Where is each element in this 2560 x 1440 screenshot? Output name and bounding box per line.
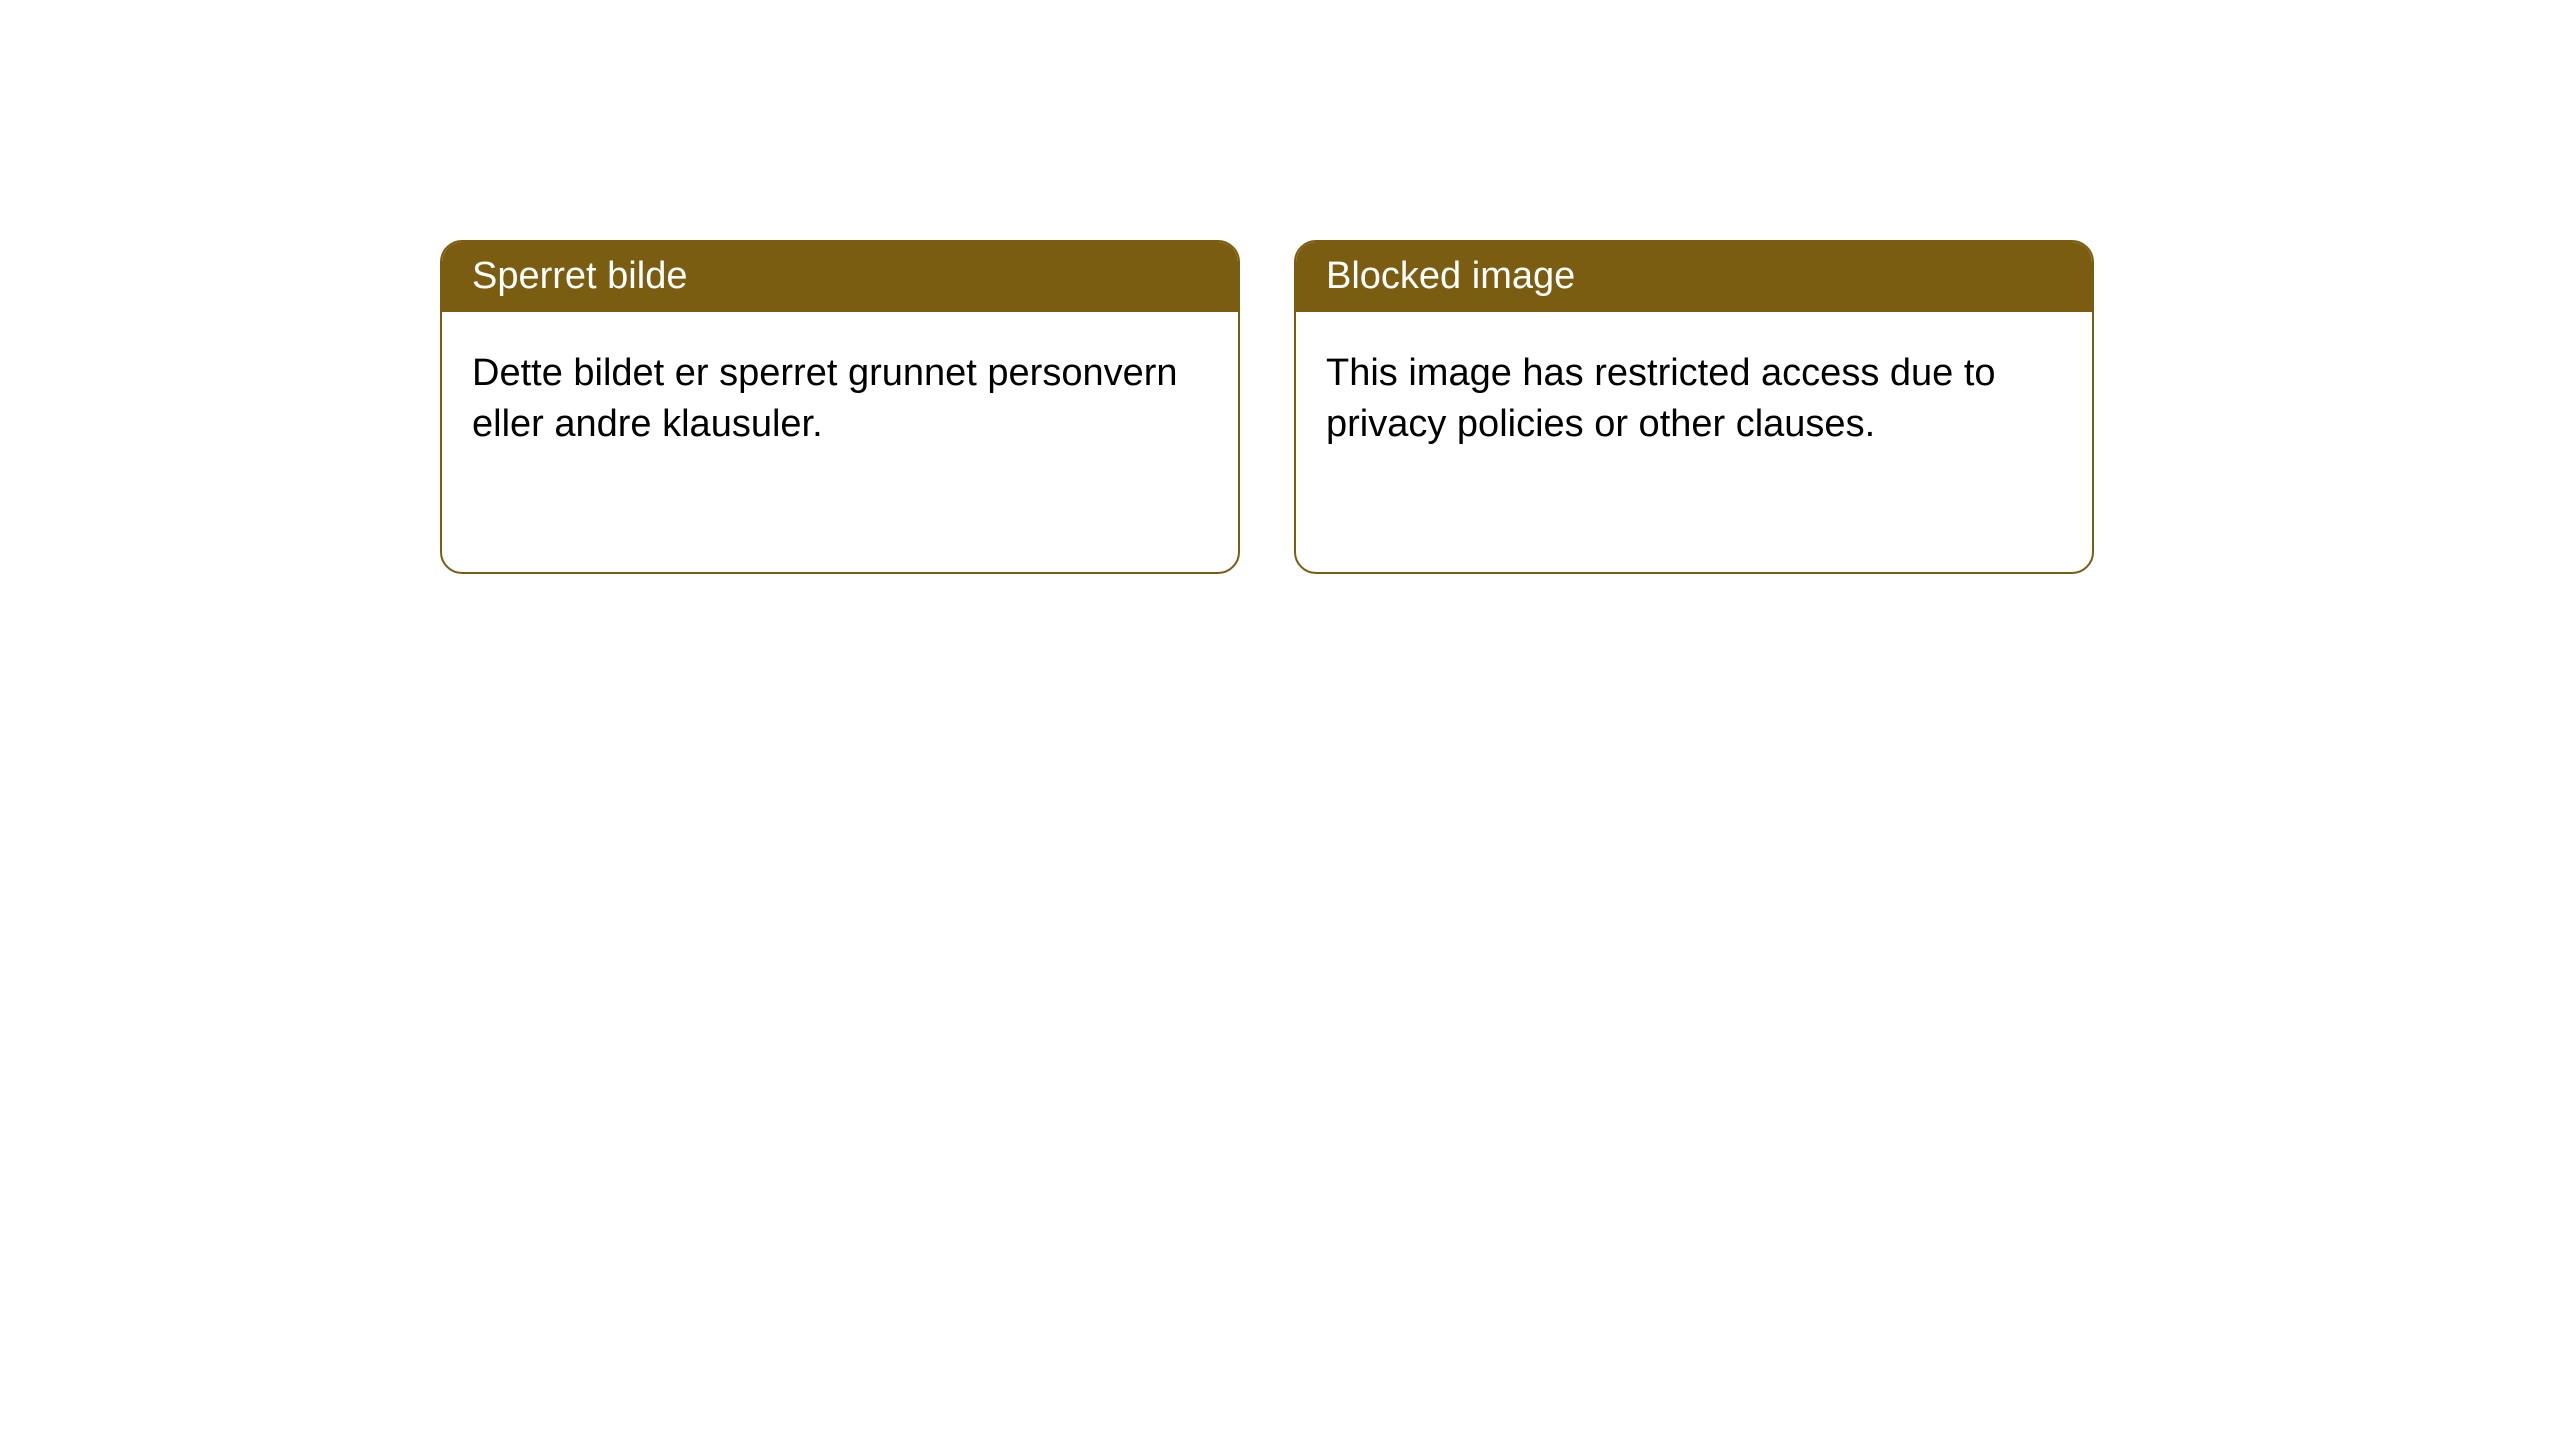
notice-body-en: This image has restricted access due to … [1296,312,2092,487]
notice-container: Sperret bilde Dette bildet er sperret gr… [0,0,2560,574]
notice-header-en: Blocked image [1296,242,2092,312]
notice-body-no: Dette bildet er sperret grunnet personve… [442,312,1238,487]
notice-card-no: Sperret bilde Dette bildet er sperret gr… [440,240,1240,574]
notice-card-en: Blocked image This image has restricted … [1294,240,2094,574]
notice-header-no: Sperret bilde [442,242,1238,312]
